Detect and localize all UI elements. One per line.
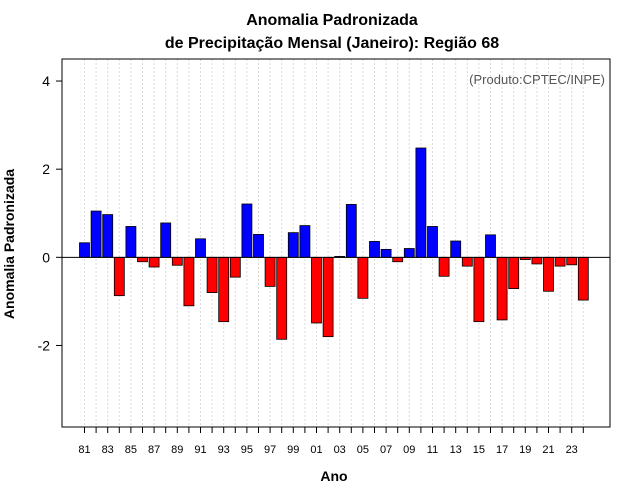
bar-88 xyxy=(160,222,172,258)
x-tick-label: 91 xyxy=(194,444,206,456)
bar-17 xyxy=(496,256,508,321)
chart-title: Anomalia Padronizada xyxy=(246,12,418,29)
y-tick-label: 0 xyxy=(42,249,50,265)
bars xyxy=(79,147,589,340)
bar-04 xyxy=(345,204,357,258)
x-tick-label: 01 xyxy=(310,444,322,456)
bar-92 xyxy=(206,256,218,293)
y-axis: -2 0 2 4 xyxy=(38,73,62,353)
bar-15 xyxy=(473,256,485,323)
x-tick-label: 17 xyxy=(496,444,508,456)
bar-83 xyxy=(102,214,114,258)
bar-12 xyxy=(438,256,450,277)
y-tick-label: 2 xyxy=(42,161,50,177)
x-tick-label: 23 xyxy=(566,444,578,456)
x-tick-label: 87 xyxy=(148,444,160,456)
bar-86 xyxy=(137,256,148,263)
bar-87 xyxy=(148,256,160,268)
bar-14 xyxy=(461,256,473,267)
bar-05 xyxy=(357,256,369,299)
bar-90 xyxy=(183,256,195,307)
x-tick-label: 95 xyxy=(241,444,253,456)
x-tick-label: 19 xyxy=(519,444,531,456)
x-tick-label: 09 xyxy=(403,444,415,456)
credit-text: (Produto:CPTEC/INPE) xyxy=(469,72,605,87)
bar-84 xyxy=(113,256,125,297)
bar-06 xyxy=(369,241,380,258)
x-tick-label: 85 xyxy=(125,444,137,456)
y-tick-label: 4 xyxy=(42,73,50,89)
x-tick-label: 13 xyxy=(450,444,462,456)
x-axis: 81 83 85 87 89 91 93 95 97 99 01 03 05 07 09 11 13 15 17 19… xyxy=(78,427,584,456)
y-tick-label: -2 xyxy=(38,337,51,353)
bar-89 xyxy=(171,256,183,266)
x-tick-label: 03 xyxy=(334,444,346,456)
bar-09 xyxy=(403,248,415,258)
y-axis-label: Anomalia Padronizada xyxy=(1,169,17,319)
bar-85 xyxy=(125,226,137,258)
x-tick-label: 89 xyxy=(171,444,183,456)
bar-94 xyxy=(229,256,241,278)
plot-frame xyxy=(61,58,611,428)
bar-97 xyxy=(264,256,276,287)
bar-18 xyxy=(508,256,520,290)
x-tick-label: 81 xyxy=(78,444,90,456)
x-tick-label: 11 xyxy=(427,444,438,456)
bar-95 xyxy=(241,203,253,258)
bar-07 xyxy=(380,248,392,258)
x-tick-label: 07 xyxy=(380,444,392,456)
x-axis-label: Ano xyxy=(320,468,347,484)
bar-02 xyxy=(322,256,334,338)
x-tick-label: 15 xyxy=(473,444,485,456)
bar-21 xyxy=(543,256,554,292)
bar-99 xyxy=(287,232,299,258)
bar-00 xyxy=(299,225,311,258)
bar-93 xyxy=(218,256,230,323)
bar-10 xyxy=(415,147,427,258)
bar-98 xyxy=(276,256,288,340)
bar-82 xyxy=(90,210,102,258)
bar-91 xyxy=(195,238,206,258)
bar-24 xyxy=(577,256,589,301)
bar-22 xyxy=(554,256,566,267)
x-tick-label: 05 xyxy=(357,444,369,456)
bar-13 xyxy=(450,240,462,258)
bar-08 xyxy=(392,256,404,263)
bar-23 xyxy=(566,256,578,266)
x-tick-label: 93 xyxy=(218,444,230,456)
x-tick-label: 83 xyxy=(102,444,114,456)
bar-11 xyxy=(427,226,438,258)
chart-subtitle: de Precipitação Mensal (Janeiro): Região… xyxy=(165,35,499,52)
bar-20 xyxy=(531,256,543,265)
grid-lines xyxy=(84,59,584,427)
x-tick-label: 21 xyxy=(542,444,554,456)
x-tick-label: 97 xyxy=(264,444,276,456)
bar-96 xyxy=(253,234,264,258)
bar-16 xyxy=(485,234,496,258)
bar-81 xyxy=(79,242,90,258)
x-tick-label: 99 xyxy=(287,444,299,456)
bar-01 xyxy=(311,256,322,324)
